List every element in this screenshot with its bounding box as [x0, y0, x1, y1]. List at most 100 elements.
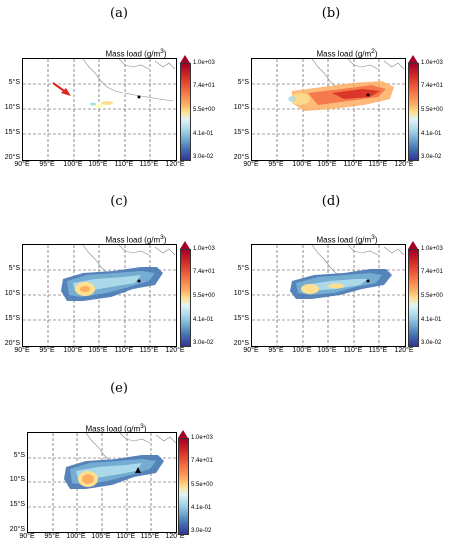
- colorbar-extend: [408, 55, 418, 63]
- colorbar-tick: 7.4e+01: [421, 269, 443, 275]
- x-tick: 90°E: [243, 347, 259, 354]
- x-tick: 115°E: [139, 347, 159, 354]
- panel-title: Mass load (g/m3): [85, 423, 147, 434]
- y-tick: 20°S: [9, 526, 25, 533]
- colorbar-extend: [408, 241, 418, 249]
- x-tick: 95°E: [268, 347, 284, 354]
- x-tick: 105°E: [88, 161, 108, 168]
- y-tick: 15°S: [233, 315, 249, 322]
- volcano-marker: [137, 95, 141, 99]
- map: [22, 58, 177, 161]
- y-tick: 15°S: [9, 501, 25, 508]
- x-tick: 120°E: [165, 533, 185, 540]
- arrow: [52, 82, 71, 96]
- x-tick: 95°E: [39, 347, 55, 354]
- panel-title: Mass load (g/m3): [105, 234, 167, 245]
- graticule: [23, 59, 176, 160]
- x-tick: 120°E: [394, 347, 414, 354]
- colorbar-tick: 5.5e+00: [421, 293, 443, 299]
- colorbar-tick: 3.0e-02: [421, 154, 442, 160]
- y-tick: 20°S: [4, 340, 20, 347]
- panel-label: (d): [321, 194, 341, 209]
- graticule: [28, 433, 176, 532]
- panel-label: (a): [110, 6, 128, 21]
- x-tick: 105°E: [91, 533, 111, 540]
- map: [27, 432, 177, 533]
- ash-plume: [61, 267, 163, 301]
- x-tick: 110°E: [114, 161, 134, 168]
- colorbar-tick: 5.5e+00: [421, 107, 443, 113]
- colorbar-gradient: [408, 63, 419, 161]
- x-tick: 110°E: [114, 347, 134, 354]
- colorbar: 1.0e+03 7.4e+01 5.5e+00 4.1e-01 3.0e-02: [408, 241, 443, 347]
- colorbar-tick: 1.0e+03: [421, 246, 443, 252]
- panel-title: Mass load (g/m3): [105, 48, 167, 59]
- colorbar-tick: 3.0e-02: [193, 340, 214, 346]
- colorbar-tick: 3.0e-02: [421, 340, 442, 346]
- coastline: [82, 59, 176, 102]
- colorbar-tick: 4.1e-01: [193, 317, 214, 323]
- ash-plume: [290, 269, 392, 299]
- x-tick: 120°E: [394, 161, 414, 168]
- colorbar-tick: 4.1e-01: [421, 317, 442, 323]
- y-tick: 10°S: [4, 104, 20, 111]
- x-tick: 100°E: [63, 161, 83, 168]
- x-tick: 100°E: [292, 347, 312, 354]
- x-tick: 110°E: [343, 347, 363, 354]
- colorbar-tick: 7.4e+01: [191, 458, 213, 464]
- colorbar-extend: [180, 55, 190, 63]
- volcano-marker: [366, 93, 370, 97]
- map-plot: [252, 59, 405, 160]
- colorbar-extend: [178, 430, 188, 438]
- x-tick: 115°E: [368, 161, 388, 168]
- colorbar-tick: 7.4e+01: [193, 83, 215, 89]
- colorbar-tick: 7.4e+01: [193, 269, 215, 275]
- map: [251, 244, 406, 347]
- x-tick: 95°E: [44, 533, 60, 540]
- colorbar-tick: 5.5e+00: [193, 293, 215, 299]
- x-tick: 110°E: [343, 161, 363, 168]
- y-tick: 10°S: [233, 104, 249, 111]
- y-tick: 5°S: [8, 265, 20, 272]
- x-tick: 95°E: [39, 161, 55, 168]
- volcano-marker: [366, 279, 370, 283]
- y-tick: 10°S: [9, 476, 25, 483]
- colorbar-gradient: [180, 249, 191, 347]
- x-tick: 115°E: [140, 533, 160, 540]
- colorbar: 1.0e+03 7.4e+01 5.5e+00 4.1e-01 3.0e-02: [408, 55, 443, 161]
- map-plot: [252, 245, 405, 346]
- panel-label: (e): [110, 381, 128, 396]
- volcano-marker: [135, 467, 141, 473]
- y-tick: 15°S: [4, 129, 20, 136]
- colorbar-gradient: [180, 63, 191, 161]
- x-tick: 100°E: [292, 161, 312, 168]
- colorbar: 1.0e+03 7.4e+01 5.5e+00 4.1e-01 3.0e-02: [178, 430, 213, 535]
- y-tick: 20°S: [233, 340, 249, 347]
- y-tick: 5°S: [237, 79, 249, 86]
- colorbar-tick: 5.5e+00: [193, 107, 215, 113]
- x-tick: 90°E: [14, 161, 30, 168]
- map-plot: [23, 59, 176, 160]
- y-tick: 5°S: [237, 265, 249, 272]
- map-plot: [23, 245, 176, 346]
- panel-title: Mass load (g/m2): [316, 48, 378, 59]
- ash-plume: [90, 101, 113, 108]
- colorbar: 1.0e+03 7.4e+01 5.5e+00 4.1e-01 3.0e-02: [180, 55, 215, 161]
- colorbar-tick: 4.1e-01: [191, 505, 212, 511]
- panel-label: (b): [321, 6, 341, 21]
- colorbar-tick: 4.1e-01: [193, 131, 214, 137]
- ash-plume: [64, 455, 164, 489]
- y-tick: 5°S: [8, 79, 20, 86]
- colorbar-tick: 1.0e+03: [191, 435, 213, 441]
- colorbar-tick: 1.0e+03: [193, 246, 215, 252]
- x-tick: 105°E: [317, 347, 337, 354]
- x-tick: 90°E: [243, 161, 259, 168]
- colorbar-tick: 4.1e-01: [421, 131, 442, 137]
- map-plot: [28, 433, 176, 532]
- colorbar-tick: 5.5e+00: [191, 482, 213, 488]
- colorbar: 1.0e+03 7.4e+01 5.5e+00 4.1e-01 3.0e-02: [180, 241, 215, 347]
- colorbar-gradient: [178, 438, 189, 535]
- colorbar-tick: 7.4e+01: [421, 83, 443, 89]
- x-tick: 90°E: [14, 347, 30, 354]
- x-tick: 105°E: [317, 161, 337, 168]
